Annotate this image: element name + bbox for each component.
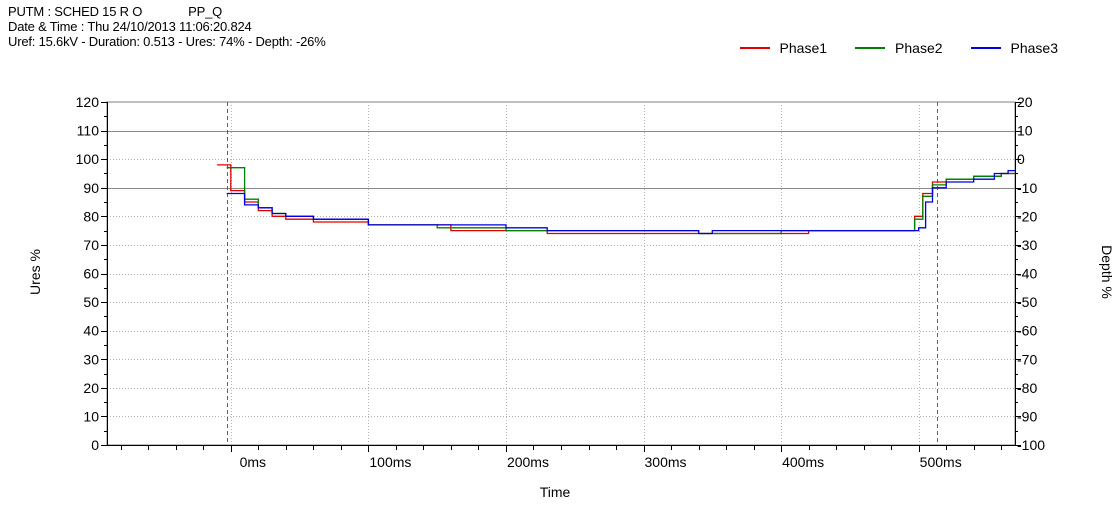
x-axis-label: Time: [540, 484, 571, 500]
series-line-phase1: [217, 164, 1015, 235]
y-tick-label-70: 70: [83, 237, 99, 253]
y-tick-label-0: 0: [91, 437, 99, 453]
y-tick-label-120: 120: [76, 94, 100, 110]
y2-tick-label-10: 10: [1017, 123, 1033, 139]
chart-legend: Phase1 Phase2 Phase3: [739, 40, 1058, 56]
y2-tick-label-20: 20: [1017, 94, 1033, 110]
y-tick-label-110: 110: [77, 123, 100, 139]
legend-swatch-phase3: [970, 47, 1001, 49]
y2-tick-label--70: -70: [1017, 351, 1037, 367]
y-tick-label-20: 20: [83, 380, 99, 396]
x-tick-label-100: 100ms: [369, 454, 411, 470]
y2-axis-label: Depth %: [1099, 245, 1115, 299]
legend-item-phase3: Phase3: [970, 40, 1058, 56]
y-tick-label-30: 30: [83, 351, 99, 367]
legend-swatch-phase2: [855, 47, 886, 49]
axis-layer: 0ms 100ms 200ms 300ms 400ms 500ms 0 10 20 30 40 50 6…: [76, 94, 1046, 470]
x-tick-label-200: 200ms: [507, 454, 549, 470]
y2-tick-label-0: 0: [1017, 151, 1025, 167]
header-line-1: PUTM : SCHED 15 R O PP_Q: [8, 4, 326, 19]
y2-tick-label--10: -10: [1017, 180, 1037, 196]
series-line-phase3: [226, 169, 1015, 235]
y-tick-label-50: 50: [83, 294, 99, 310]
y2-tick-label--60: -60: [1017, 323, 1037, 339]
y2-tick-label--40: -40: [1017, 266, 1037, 282]
x-tick-label-300: 300ms: [645, 454, 687, 470]
y2-tick-label--80: -80: [1017, 380, 1037, 396]
x-tick-label-0: 0ms: [240, 454, 266, 470]
y2-tick-label--90: -90: [1017, 408, 1037, 424]
y2-tick-label--100: -100: [1017, 437, 1045, 453]
y-tick-label-60: 60: [83, 266, 99, 282]
legend-label-phase3: Phase3: [1010, 40, 1058, 56]
y-tick-label-100: 100: [76, 151, 100, 167]
x-tick-label-500: 500ms: [920, 454, 962, 470]
parameter-label: PP_Q: [188, 4, 223, 19]
datetime-label: Date & Time : Thu 24/10/2013 11:06:20.82…: [8, 19, 252, 34]
plot-frame: [106, 101, 1016, 446]
y-tick-label-80: 80: [83, 208, 99, 224]
legend-label-phase1: Phase1: [779, 40, 828, 56]
legend-item-phase2: Phase2: [855, 40, 943, 56]
y-axis-label: Ures %: [27, 249, 43, 295]
x-tick-label-400: 400ms: [782, 454, 824, 470]
series-layer: [217, 164, 1015, 235]
y-tick-label-40: 40: [83, 323, 99, 339]
y2-tick-label--50: -50: [1017, 294, 1037, 310]
chart-header: PUTM : SCHED 15 R O PP_Q Date & Time : Th…: [8, 4, 326, 49]
legend-item-phase1: Phase1: [739, 40, 828, 56]
series-line-phase2: [226, 167, 1015, 235]
instrument-label: PUTM : SCHED 15 R O: [8, 4, 143, 19]
y2-tick-label--30: -30: [1017, 237, 1037, 253]
y-tick-label-90: 90: [83, 180, 99, 196]
y-tick-label-10: 10: [83, 408, 99, 424]
y2-tick-label--20: -20: [1017, 208, 1037, 224]
event-summary-label: Uref: 15.6kV - Duration: 0.513 - Ures: 7…: [8, 34, 326, 49]
legend-label-phase2: Phase2: [895, 40, 943, 56]
legend-swatch-phase1: [739, 47, 770, 49]
grid-layer: [106, 101, 1016, 446]
